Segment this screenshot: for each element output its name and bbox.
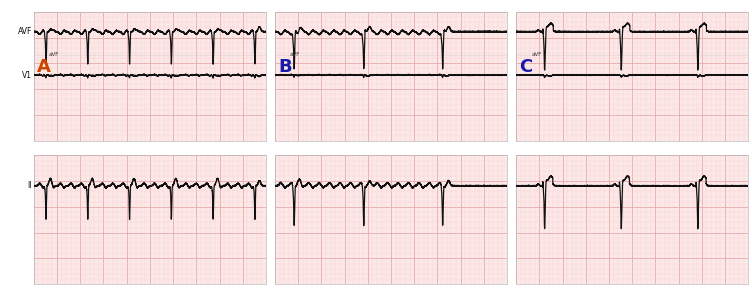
Text: aVF: aVF	[531, 52, 541, 57]
Text: B: B	[278, 58, 292, 76]
Text: AVF: AVF	[17, 27, 32, 36]
Text: A: A	[38, 58, 51, 76]
Text: C: C	[520, 58, 533, 76]
Text: aVF: aVF	[49, 52, 59, 57]
Text: V1: V1	[22, 71, 32, 80]
Text: II: II	[28, 181, 32, 190]
Text: aVF: aVF	[290, 52, 301, 57]
